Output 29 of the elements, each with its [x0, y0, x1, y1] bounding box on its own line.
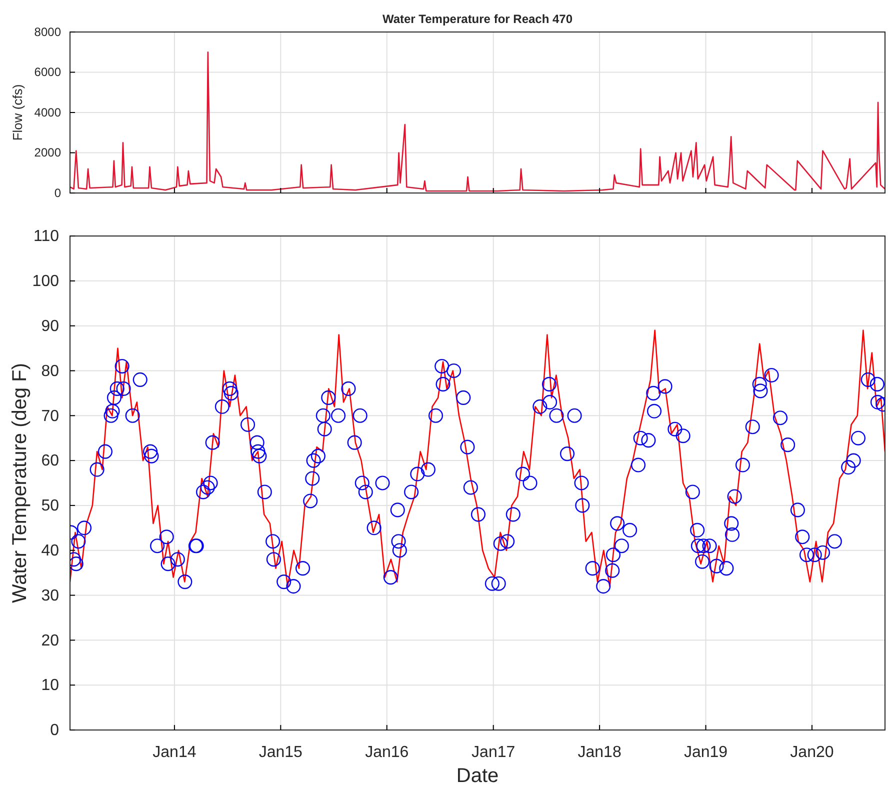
y-tick-label: 30	[41, 587, 60, 604]
y-tick-label: 10	[41, 677, 60, 694]
y-tick-label: 0	[54, 186, 62, 200]
y-tick-label: 2000	[34, 146, 62, 160]
x-axis-title: Date	[456, 765, 499, 786]
y-tick-label: 50	[41, 498, 60, 515]
y-tick-label: 20	[41, 632, 60, 650]
y-tick-label: 6000	[34, 65, 62, 80]
y-tick-label: 40	[41, 542, 60, 560]
y-tick-label: 60	[41, 452, 60, 470]
y-tick-label: 0	[50, 722, 60, 740]
x-tick-label: Jan18	[578, 744, 622, 761]
y-tick-label: 90	[41, 318, 60, 335]
y-tick-label: 100	[32, 273, 60, 290]
y-axis-title: Flow (cfs)	[10, 84, 25, 141]
line-series	[70, 51, 885, 192]
x-tick-label: Jan15	[258, 744, 303, 761]
x-tick-label: Jan17	[472, 744, 516, 761]
x-tick-label: Jan20	[790, 744, 834, 761]
y-tick-label: 8000	[34, 24, 62, 39]
x-tick-label: Jan19	[684, 744, 728, 761]
y-tick-label: 70	[41, 408, 60, 425]
y-tick-label: 80	[41, 362, 60, 380]
y-axis-title: Water Temperature (deg F)	[9, 362, 31, 604]
y-tick-label: 4000	[34, 105, 62, 120]
chart-title: Water Temperature for Reach 470	[382, 12, 573, 26]
x-tick-label: Jan16	[365, 744, 409, 761]
y-tick-label: 110	[33, 228, 60, 246]
x-tick-label: Jan14	[152, 744, 196, 761]
